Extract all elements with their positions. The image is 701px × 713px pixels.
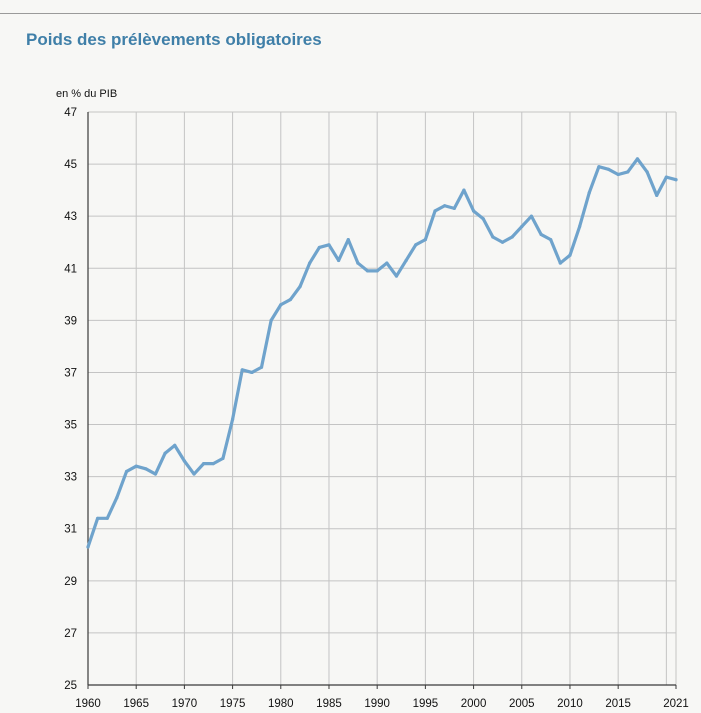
data-point: 1977: 37 bbox=[250, 370, 254, 375]
x-tick-label: 2010 bbox=[557, 698, 583, 710]
data-point: 1963: 32.2 bbox=[115, 495, 119, 500]
y-tick-label: 39 bbox=[64, 315, 77, 327]
data-point: 2021: 44.4 bbox=[674, 178, 678, 182]
data-point: 1962: 31.4 bbox=[105, 516, 109, 520]
data-point: 1983: 41.2 bbox=[308, 261, 312, 265]
y-tick-label: 43 bbox=[64, 211, 77, 223]
data-point: 2019: 43.8 bbox=[655, 193, 659, 197]
data-point: 1987: 42.1 bbox=[346, 238, 350, 242]
data-point: 1988: 41.2 bbox=[356, 261, 360, 265]
x-tick-label: 2000 bbox=[461, 698, 487, 710]
data-point: 1968: 33.9 bbox=[163, 451, 167, 455]
data-point: 2014: 44.8 bbox=[606, 167, 611, 171]
data-point: 2017: 45.2 bbox=[635, 157, 640, 161]
y-tick-label: 45 bbox=[64, 159, 77, 171]
data-point: 2015: 44.6 bbox=[616, 172, 620, 177]
data-point: 1971: 33.1 bbox=[192, 472, 196, 476]
data-point: 2009: 41.2 bbox=[558, 261, 562, 265]
y-tick-label: 29 bbox=[64, 576, 77, 588]
top-rule bbox=[0, 13, 701, 14]
data-point: 1992: 40.7 bbox=[394, 274, 399, 278]
data-point: 2013: 44.9 bbox=[597, 165, 601, 169]
data-point: 1982: 40.3 bbox=[298, 284, 302, 289]
y-axis-unit-label: en % du PIB bbox=[56, 88, 117, 100]
data-point: 1984: 41.8 bbox=[317, 245, 321, 250]
data-point: 2001: 42.9 bbox=[481, 217, 485, 221]
y-tick-label: 47 bbox=[64, 107, 77, 119]
y-tick-label: 33 bbox=[64, 472, 77, 484]
data-point: 1993: 41.3 bbox=[404, 258, 408, 263]
y-tick-label: 35 bbox=[64, 420, 77, 432]
data-point: 1961: 31.4 bbox=[96, 516, 100, 520]
data-point: 1981: 39.8 bbox=[288, 297, 293, 302]
data-point: 1965: 33.4 bbox=[134, 464, 138, 468]
data-point: 1995: 42.1 bbox=[423, 238, 427, 242]
data-point: 1996: 43.2 bbox=[433, 209, 437, 213]
data-point: 2004: 42.2 bbox=[510, 235, 514, 239]
data-point: 1975: 35.2 bbox=[230, 417, 235, 421]
data-point: 2008: 42.1 bbox=[549, 238, 553, 242]
data-point: 1986: 41.3 bbox=[337, 258, 341, 263]
data-point: 2003: 42 bbox=[500, 240, 505, 244]
y-tick-label: 27 bbox=[64, 628, 77, 640]
x-tick-label: 1960 bbox=[75, 698, 101, 710]
data-point: 1994: 41.9 bbox=[414, 243, 418, 247]
data-point: 2006: 43 bbox=[529, 214, 534, 218]
data-point: 2000: 43.2 bbox=[471, 209, 476, 213]
data-point: 1979: 39 bbox=[269, 318, 273, 322]
data-point: 1978: 37.2 bbox=[259, 365, 264, 369]
data-point: 1998: 43.3 bbox=[452, 206, 456, 210]
data-point: 1997: 43.4 bbox=[443, 204, 447, 208]
chart-title: Poids des prélèvements obligatoires bbox=[26, 30, 322, 49]
data-point: 1974: 33.7 bbox=[221, 456, 225, 461]
x-tick-label: 1980 bbox=[268, 698, 294, 710]
data-point: 2010: 41.5 bbox=[568, 253, 572, 257]
y-tick-label: 31 bbox=[64, 524, 77, 536]
y-tick-label: 37 bbox=[64, 367, 77, 379]
data-point: 1989: 40.9 bbox=[365, 269, 370, 273]
data-point: 2005: 42.6 bbox=[520, 225, 524, 229]
data-point: 1991: 41.2 bbox=[385, 261, 389, 265]
data-point: 1967: 33.1 bbox=[153, 472, 158, 476]
y-tick-label: 41 bbox=[64, 263, 77, 275]
data-point: 1985: 41.9 bbox=[327, 243, 331, 247]
data-point: 1990: 40.9 bbox=[375, 269, 379, 273]
series-line-0 bbox=[86, 157, 678, 549]
data-point: 2007: 42.3 bbox=[539, 232, 543, 237]
data-point: 2012: 43.9 bbox=[587, 191, 591, 195]
data-point: 1964: 33.2 bbox=[124, 469, 129, 474]
x-tick-label: 1965 bbox=[123, 698, 149, 710]
data-point: 1969: 34.2 bbox=[173, 443, 177, 447]
data-point: 1999: 44 bbox=[462, 188, 466, 192]
x-tick-label: 2021 bbox=[663, 698, 689, 710]
data-point: 1972: 33.5 bbox=[202, 462, 206, 466]
x-tick-label: 1990 bbox=[364, 698, 390, 710]
data-point: 2020: 44.5 bbox=[664, 175, 668, 179]
x-tick-label: 1970 bbox=[172, 698, 198, 710]
data-point: 2011: 42.6 bbox=[578, 225, 582, 229]
data-point: 1970: 33.6 bbox=[182, 459, 186, 463]
x-tick-label: 1975 bbox=[220, 698, 246, 710]
y-tick-label: 25 bbox=[64, 680, 77, 692]
x-tick-label: 1985 bbox=[316, 698, 342, 710]
x-tick-label: 2005 bbox=[509, 698, 535, 710]
data-point: 1960: 30.3 bbox=[86, 545, 90, 549]
data-point: 1973: 33.5 bbox=[211, 462, 215, 466]
data-point: 1966: 33.3 bbox=[144, 467, 148, 471]
data-point: 2002: 42.2 bbox=[491, 235, 495, 239]
data-point: 2018: 44.7 bbox=[645, 170, 649, 174]
data-point: 2016: 44.7 bbox=[626, 170, 630, 174]
x-tick-label: 2015 bbox=[605, 698, 631, 710]
data-point: 1980: 39.6 bbox=[279, 303, 283, 307]
x-tick-label: 1995 bbox=[413, 698, 439, 710]
data-point: 1976: 37.1 bbox=[240, 368, 244, 372]
